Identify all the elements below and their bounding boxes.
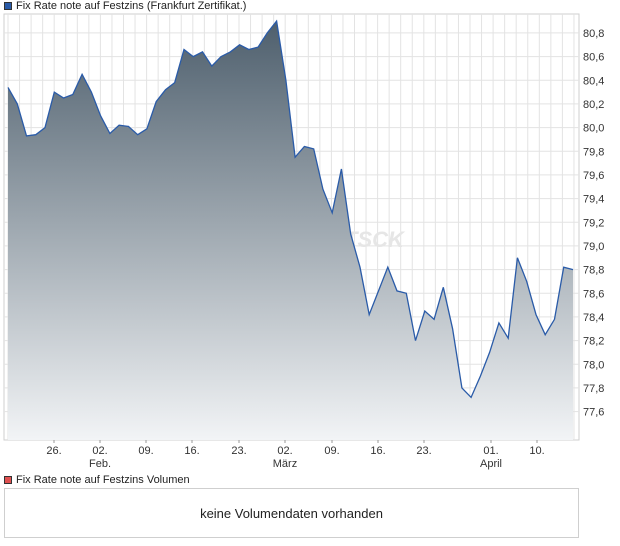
x-axis-ticks: 26. 02. 09. 16. 23. 02. 09. 16. 23. 01. 10. Feb. Mär… <box>46 440 545 470</box>
y-tick-label: 78,2 <box>583 336 604 348</box>
x-tick-label: 09. <box>138 445 153 457</box>
x-tick-label: 16. <box>184 445 199 457</box>
x-tick-label: 02. <box>277 445 292 457</box>
y-tick-label: 80,0 <box>583 123 604 135</box>
y-tick-label: 77,8 <box>583 383 604 395</box>
x-tick-label: 09. <box>324 445 339 457</box>
y-tick-label: 80,2 <box>583 99 604 111</box>
y-tick-label: 79,4 <box>583 194 604 206</box>
x-tick-label: 16. <box>370 445 385 457</box>
volume-legend: Fix Rate note auf Festzins Volumen <box>4 474 190 486</box>
x-month-label: März <box>273 458 297 470</box>
y-tick-label: 78,8 <box>583 265 604 277</box>
y-axis-ticks: 80,8 80,6 80,4 80,2 80,0 79,8 79,6 79,4 79,2 79,0… <box>583 28 604 419</box>
y-tick-label: 79,6 <box>583 170 604 182</box>
volume-empty-message: keine Volumendaten vorhanden <box>200 505 383 521</box>
x-tick-label: 10. <box>529 445 544 457</box>
x-tick-label: 01. <box>483 445 498 457</box>
x-tick-label: 02. <box>92 445 107 457</box>
y-tick-label: 79,8 <box>583 146 604 158</box>
price-legend-swatch <box>4 2 12 10</box>
y-tick-label: 78,4 <box>583 312 604 324</box>
y-tick-label: 78,6 <box>583 288 604 300</box>
price-legend-label: Fix Rate note auf Festzins (Frankfurt Ze… <box>16 0 247 12</box>
volume-legend-swatch <box>4 476 12 484</box>
x-tick-label: 23. <box>231 445 246 457</box>
x-month-label: Feb. <box>89 458 111 470</box>
y-tick-label: 78,0 <box>583 359 604 371</box>
y-tick-label: 80,6 <box>583 52 604 64</box>
price-line <box>7 19 574 399</box>
x-tick-label: 23. <box>416 445 431 457</box>
price-legend: Fix Rate note auf Festzins (Frankfurt Ze… <box>4 0 246 12</box>
price-chart: FACTSCK 80,880,680,480,280,079,879,679,4… <box>3 13 604 470</box>
y-tick-label: 79,0 <box>583 241 604 253</box>
x-month-label: April <box>480 458 502 470</box>
y-tick-label: 80,8 <box>583 28 604 40</box>
volume-legend-label: Fix Rate note auf Festzins Volumen <box>16 474 190 486</box>
volume-panel: keine Volumendaten vorhanden <box>4 488 579 538</box>
x-tick-label: 26. <box>46 445 61 457</box>
y-tick-label: 79,2 <box>583 217 604 229</box>
y-tick-label: 80,4 <box>583 75 604 87</box>
price-area <box>8 21 573 440</box>
y-tick-label: 77,6 <box>583 407 604 419</box>
